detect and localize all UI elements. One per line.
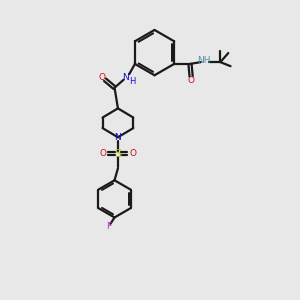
Text: NH: NH	[197, 56, 211, 65]
Text: S: S	[114, 148, 122, 159]
Text: O: O	[188, 76, 195, 85]
Text: O: O	[99, 149, 106, 158]
Text: N: N	[115, 133, 121, 142]
Text: H: H	[129, 77, 135, 86]
Text: N: N	[122, 73, 129, 82]
Text: O: O	[130, 149, 137, 158]
Text: F: F	[106, 223, 111, 232]
Text: O: O	[98, 73, 105, 82]
